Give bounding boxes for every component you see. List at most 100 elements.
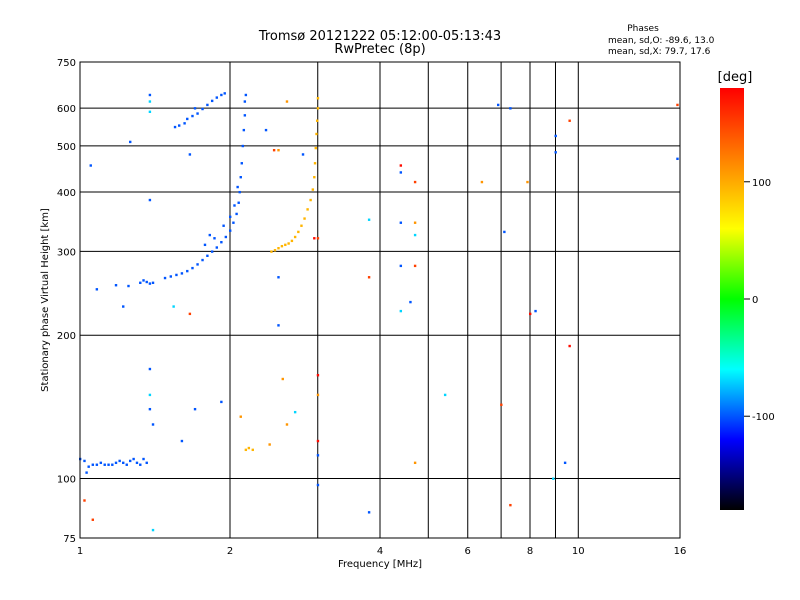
- data-point: [315, 132, 318, 136]
- data-point: [103, 463, 106, 466]
- data-point: [203, 243, 207, 247]
- x-axis-label: Frequency [MHz]: [338, 559, 422, 570]
- data-point: [311, 188, 315, 191]
- data-point: [129, 459, 132, 463]
- data-point: [409, 300, 412, 304]
- data-point: [215, 96, 219, 99]
- data-point: [220, 400, 223, 404]
- data-point: [240, 162, 243, 165]
- data-point: [151, 423, 155, 426]
- data-point: [186, 269, 189, 273]
- x-tick-label: 1: [77, 546, 83, 557]
- data-point: [148, 198, 152, 202]
- data-point: [107, 463, 110, 466]
- data-point: [148, 100, 152, 103]
- data-point: [399, 264, 403, 268]
- data-point: [503, 230, 506, 234]
- data-point: [235, 212, 238, 216]
- data-point: [220, 240, 223, 244]
- data-point: [244, 448, 248, 452]
- data-point: [568, 119, 571, 122]
- x-tick-label: 16: [674, 546, 687, 557]
- data-point: [238, 190, 241, 194]
- data-point: [118, 459, 121, 463]
- data-point: [367, 218, 371, 221]
- y-tick-label: 75: [63, 534, 76, 545]
- chart-subtitle: RwPretec (8p): [334, 42, 425, 57]
- y-tick-label: 750: [57, 58, 76, 69]
- data-point: [208, 233, 211, 237]
- data-point: [247, 446, 251, 450]
- data-point: [180, 439, 184, 443]
- data-point: [281, 377, 284, 381]
- data-point: [236, 185, 239, 189]
- data-point: [399, 171, 403, 174]
- data-point: [273, 249, 277, 252]
- data-point: [220, 93, 223, 97]
- data-point: [300, 224, 303, 227]
- data-point: [316, 97, 320, 100]
- data-point: [313, 175, 316, 179]
- data-point: [186, 117, 189, 121]
- data-point: [316, 393, 320, 397]
- data-point: [196, 112, 199, 115]
- data-point: [122, 305, 125, 308]
- data-point: [111, 463, 114, 466]
- colorbar-ticks: 100 0 -100: [744, 178, 775, 423]
- data-point: [148, 93, 152, 97]
- data-point: [91, 463, 95, 466]
- data-point: [223, 92, 226, 95]
- data-point: [526, 180, 529, 184]
- data-point: [301, 153, 305, 156]
- colorbar-label: [deg]: [718, 70, 753, 85]
- data-point: [554, 151, 557, 154]
- data-point: [95, 463, 99, 466]
- data-point: [242, 128, 246, 132]
- data-point: [277, 276, 280, 279]
- data-point: [280, 244, 284, 248]
- data-point: [175, 273, 178, 277]
- data-point: [399, 221, 403, 224]
- data-point: [191, 114, 194, 118]
- data-point: [145, 461, 148, 465]
- data-point: [496, 103, 500, 107]
- data-point: [676, 103, 679, 107]
- data-point: [316, 483, 320, 487]
- data-point: [552, 477, 555, 480]
- data-point: [172, 305, 175, 308]
- data-point: [313, 237, 316, 240]
- data-point: [206, 254, 209, 257]
- data-point: [287, 242, 290, 245]
- data-point: [568, 344, 571, 348]
- colorbar-tick-label: -100: [752, 412, 775, 423]
- x-tick-label: 6: [465, 546, 471, 557]
- data-point: [222, 224, 225, 227]
- data-point: [148, 367, 152, 371]
- data-point: [293, 410, 297, 414]
- y-tick-labels: 75 100 200 300 400 500 600 750: [57, 58, 76, 545]
- data-point: [272, 148, 276, 152]
- data-point: [148, 282, 152, 285]
- data-point: [268, 443, 271, 446]
- data-point: [264, 128, 268, 132]
- data-point: [151, 281, 155, 284]
- data-point: [316, 374, 320, 377]
- data-point: [290, 239, 294, 243]
- x-tick-labels: 1 2 4 6 8 10 16: [77, 546, 687, 557]
- data-point: [224, 235, 228, 239]
- data-point: [129, 140, 132, 144]
- y-tick-label: 200: [57, 331, 76, 342]
- data-point: [529, 312, 532, 316]
- data-point: [188, 312, 192, 316]
- data-point: [306, 208, 309, 211]
- data-point: [509, 503, 512, 507]
- y-tick-label: 600: [57, 104, 76, 115]
- data-point: [303, 217, 306, 220]
- data-point: [125, 463, 128, 466]
- data-point: [270, 250, 273, 253]
- colorbar-tick-label: 100: [752, 178, 771, 189]
- data-point: [413, 221, 417, 224]
- x-tick-label: 4: [377, 546, 383, 557]
- data-point: [232, 221, 235, 224]
- data-point: [277, 247, 280, 250]
